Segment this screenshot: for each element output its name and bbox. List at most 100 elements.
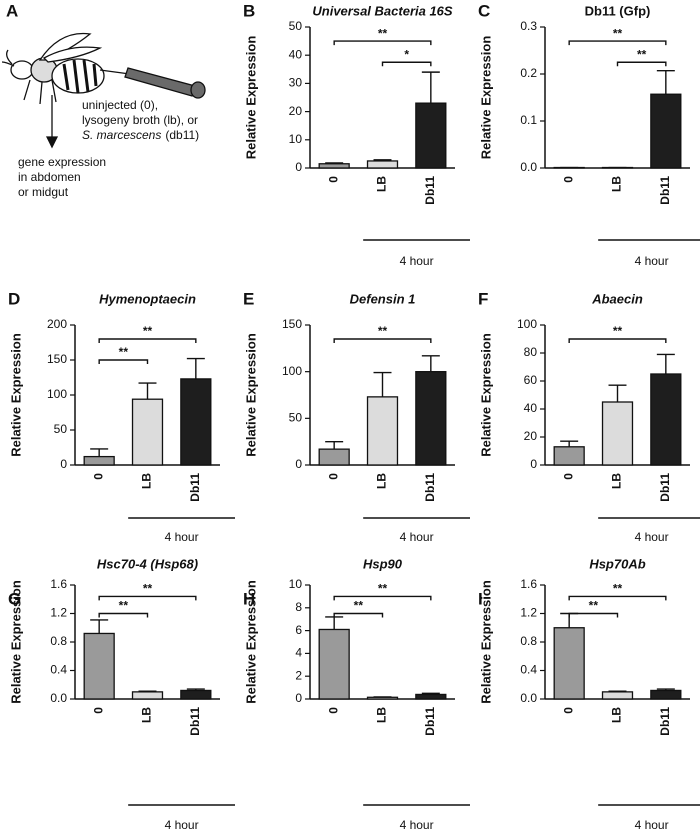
chart-panel: C Db11 (Gfp) Relative Expression 0.0 0.1 0.2 0…	[478, 1, 700, 268]
x-tick-label: Db11	[658, 176, 672, 205]
y-axis-label: Relative Expression	[243, 36, 258, 160]
significance-label: **	[637, 47, 647, 61]
x-tick-label: Db11	[423, 176, 437, 205]
significance-bracket	[616, 61, 667, 67]
panel-letter: G	[8, 589, 21, 608]
y-tick-label: 10	[289, 132, 303, 146]
x-tick-label: Db11	[658, 473, 672, 502]
bee-illustration	[1, 32, 206, 149]
y-tick-label: 0.0	[520, 160, 537, 174]
y-tick-label: 40	[524, 401, 538, 415]
y-tick-label: 0.1	[520, 113, 537, 127]
x-tick-label: LB	[375, 176, 389, 192]
panel-letter: H	[243, 589, 255, 608]
chart-panel: F Abaecin Relative Expression 0 20 40 60 80 100 0…	[478, 289, 700, 544]
significance-label: **	[119, 345, 129, 359]
x-tick-label: Db11	[423, 473, 437, 502]
y-tick-label: 60	[524, 373, 538, 387]
panel-letter: E	[243, 289, 254, 308]
outcome-line: or midgut	[18, 185, 69, 199]
panel-a: A uninjected (0), lysogeny broth (lb), o…	[1, 1, 206, 199]
y-tick-label: 0	[295, 691, 302, 705]
significance-label: *	[404, 47, 409, 61]
bar	[366, 160, 399, 169]
chart-panel: G Hsc70-4 (Hsp68) Relative Expression 0.0 0.…	[8, 556, 235, 831]
bar	[83, 632, 115, 700]
x-tick-label: 0	[326, 473, 340, 480]
y-tick-label: 50	[289, 411, 303, 425]
group-label: 4 hour	[635, 254, 669, 268]
panel-letter: C	[478, 1, 490, 20]
significance-bracket	[333, 595, 432, 601]
chart-title: Hsp90	[363, 556, 403, 571]
group-label: 4 hour	[400, 818, 434, 831]
significance-label: **	[613, 582, 623, 596]
y-axis-label: Relative Expression	[243, 333, 258, 457]
y-axis-label: Relative Expression	[8, 333, 23, 457]
significance-label: **	[378, 324, 388, 338]
panel-letter: A	[6, 1, 18, 20]
x-tick-label: Db11	[188, 707, 202, 736]
y-tick-label: 8	[295, 600, 302, 614]
significance-bracket	[568, 595, 667, 601]
x-tick-label: Db11	[188, 473, 202, 502]
bar	[601, 401, 634, 466]
x-tick-label: LB	[610, 707, 624, 723]
group-label: 4 hour	[400, 254, 434, 268]
y-tick-label: 0	[295, 457, 302, 471]
y-tick-label: 50	[54, 422, 68, 436]
y-axis-label: Relative Expression	[478, 36, 493, 160]
bar	[415, 102, 447, 169]
significance-bracket	[333, 612, 384, 618]
y-tick-label: 0.4	[50, 663, 67, 677]
bar	[366, 696, 399, 700]
treatment-line: S. marcescens (db11)	[82, 128, 199, 142]
x-tick-label: Db11	[423, 707, 437, 736]
bar	[650, 373, 682, 466]
chart-title: Defensin 1	[350, 291, 416, 306]
bar	[553, 446, 585, 466]
bar	[415, 371, 447, 466]
y-tick-label: 0.8	[520, 634, 537, 648]
chart-panel: I Hsp70Ab Relative Expression 0.0 0.4 0.8 1.2 1…	[478, 556, 700, 831]
y-tick-label: 1.2	[520, 606, 537, 620]
panel-letter: D	[8, 289, 20, 308]
y-tick-label: 1.6	[50, 577, 67, 591]
bar	[366, 396, 399, 466]
x-tick-label: 0	[561, 707, 575, 714]
group-label: 4 hour	[635, 818, 669, 831]
bar	[553, 627, 585, 700]
significance-bracket	[568, 338, 667, 343]
x-tick-label: LB	[610, 473, 624, 489]
y-tick-label: 20	[524, 429, 538, 443]
y-tick-label: 6	[295, 623, 302, 637]
bar	[180, 689, 212, 700]
chart-panel: B Universal Bacteria 16S Relative Expressi…	[243, 1, 470, 268]
significance-bracket	[98, 612, 149, 618]
y-tick-label: 0.8	[50, 634, 67, 648]
bar	[318, 448, 350, 466]
bar	[180, 378, 212, 466]
significance-label: **	[143, 324, 153, 338]
species: S. marcescens	[82, 128, 161, 142]
significance-label: **	[354, 599, 364, 613]
x-tick-label: LB	[140, 473, 154, 489]
significance-label: **	[378, 26, 388, 40]
significance-bracket	[568, 612, 619, 618]
x-tick-label: 0	[326, 707, 340, 714]
x-tick-label: 0	[561, 176, 575, 183]
y-tick-label: 4	[295, 646, 302, 660]
y-axis-label: Relative Expression	[478, 333, 493, 457]
chart-title: Abaecin	[591, 291, 643, 306]
significance-label: **	[143, 582, 153, 596]
x-tick-label: LB	[375, 473, 389, 489]
y-tick-label: 0.3	[520, 19, 537, 33]
outcome-line: in abdomen	[18, 170, 81, 184]
y-tick-label: 40	[289, 47, 303, 61]
chart-title: Hsc70-4 (Hsp68)	[97, 556, 198, 571]
bar	[415, 693, 447, 700]
bar	[650, 689, 682, 700]
chart-title: Hsp70Ab	[589, 556, 645, 571]
treatment-rest: (db11)	[165, 128, 199, 142]
chart-panel: E Defensin 1 Relative Expression 0 50 100 150 0…	[243, 289, 470, 544]
